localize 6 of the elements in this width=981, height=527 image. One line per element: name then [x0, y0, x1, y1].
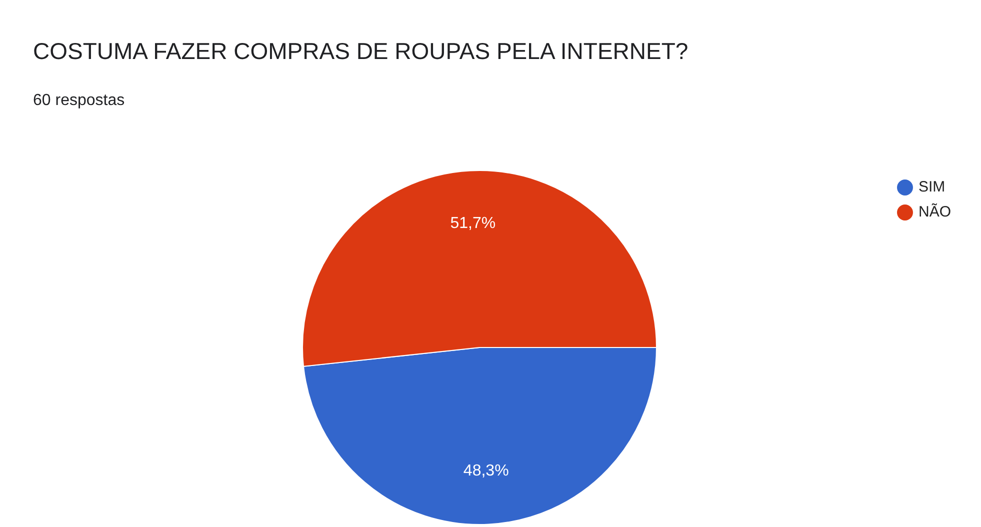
- text: 60 respostas: [33, 92, 125, 110]
- legend-label: SIM: [918, 178, 946, 196]
- chart-title: COSTUMA FAZER COMPRAS DE ROUPAS PELA INTERNET?: [33, 38, 688, 65]
- data-label: 51,7%: [450, 215, 496, 232]
- data-label: 48,3%: [463, 462, 509, 480]
- legend-label: NÃO: [918, 202, 952, 221]
